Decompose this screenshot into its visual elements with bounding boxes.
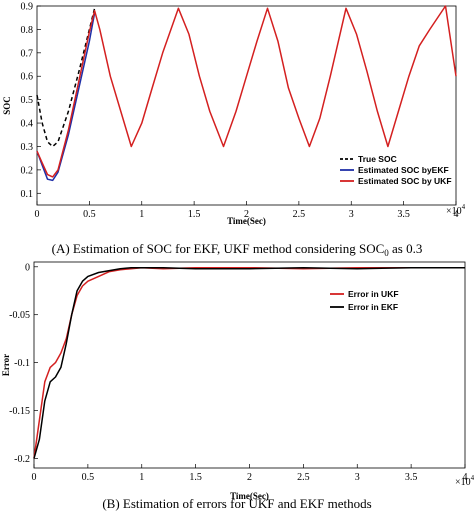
- chart1-xtick-label: 3.5: [397, 209, 410, 220]
- chart1-series-2-line: [36, 12, 96, 182]
- chart1-ytick-label: 0.4: [21, 119, 34, 130]
- chart1-xtick-label: 0.5: [83, 209, 96, 220]
- chart1-xtick-label: 2: [244, 209, 249, 220]
- chart1-caption: (A) Estimation of SOC for EKF, UKF metho…: [52, 241, 423, 258]
- chart1-legend-label-2: Estimated SOC byEKF: [358, 165, 449, 175]
- chart1-ytick-label: 0.1: [21, 189, 34, 200]
- chart2-xtick-label: 1.5: [189, 472, 202, 483]
- chart2-frame: [33, 261, 466, 469]
- chart1-ytick-label: 0.8: [21, 25, 34, 36]
- chart1-ytick-label: 0.2: [21, 165, 34, 176]
- chart1-legend-label-3: Estimated SOC by UKF: [358, 176, 452, 186]
- chart2-x-axis-label: Time(Sec): [230, 491, 269, 501]
- chart1-series-1-line: [36, 8, 96, 148]
- chart2-x-exponent: ×104: [455, 474, 474, 488]
- chart1-xtick-label: 1: [139, 209, 144, 220]
- chart2-xtick-label: 3: [355, 472, 360, 483]
- chart2-xtick-label: 1: [139, 472, 144, 483]
- chart1-ytick-label: 0.3: [21, 142, 34, 153]
- chart1-ytick-label: 0.9: [21, 2, 34, 13]
- chart2-ytick-label: -0.15: [9, 406, 30, 417]
- chart1-xtick-label: 3: [349, 209, 354, 220]
- chart2-caption: (B) Estimation of errors for UKF and EKF…: [102, 496, 371, 511]
- chart1-series-3-line: [36, 5, 457, 178]
- chart2-ytick-label: -0.05: [9, 310, 30, 321]
- chart1-ytick-label: 0.5: [21, 95, 34, 106]
- chart2-xtick-label: 3.5: [405, 472, 418, 483]
- chart1-x-axis-label: Time(Sec): [227, 216, 266, 226]
- chart2-xtick-label: 2: [247, 472, 252, 483]
- chart2-ytick-label: 0: [25, 262, 30, 273]
- chart2-series-1-line: [33, 266, 465, 459]
- chart2-series-2-line: [33, 266, 465, 459]
- chart1-xtick-label: 2.5: [293, 209, 306, 220]
- chart2-y-axis-label: Error: [1, 354, 11, 376]
- chart1-x-exponent: ×104: [446, 203, 466, 217]
- chart1-ytick-label: 0.7: [21, 48, 34, 59]
- chart2-ytick-label: -0.1: [14, 358, 30, 369]
- chart1-ytick-label: 0.6: [21, 72, 34, 83]
- chart2-xtick-label: 4: [463, 472, 468, 483]
- chart1-y-axis-label: SOC: [2, 96, 12, 115]
- chart2-xtick-label: 0: [32, 472, 37, 483]
- chart2-xtick-label: 2.5: [297, 472, 310, 483]
- chart1-xtick-label: 0: [35, 209, 40, 220]
- chart1-legend-label-1: True SOC: [358, 154, 397, 164]
- chart1-xtick-label: 1.5: [188, 209, 201, 220]
- chart2-legend-label-2: Error in EKF: [348, 302, 398, 312]
- chart2-legend-label-1: Error in UKF: [348, 289, 399, 299]
- chart2-xtick-label: 0.5: [82, 472, 95, 483]
- chart1-xtick-label: 4: [454, 209, 459, 220]
- chart2-ytick-label: -0.2: [14, 454, 30, 465]
